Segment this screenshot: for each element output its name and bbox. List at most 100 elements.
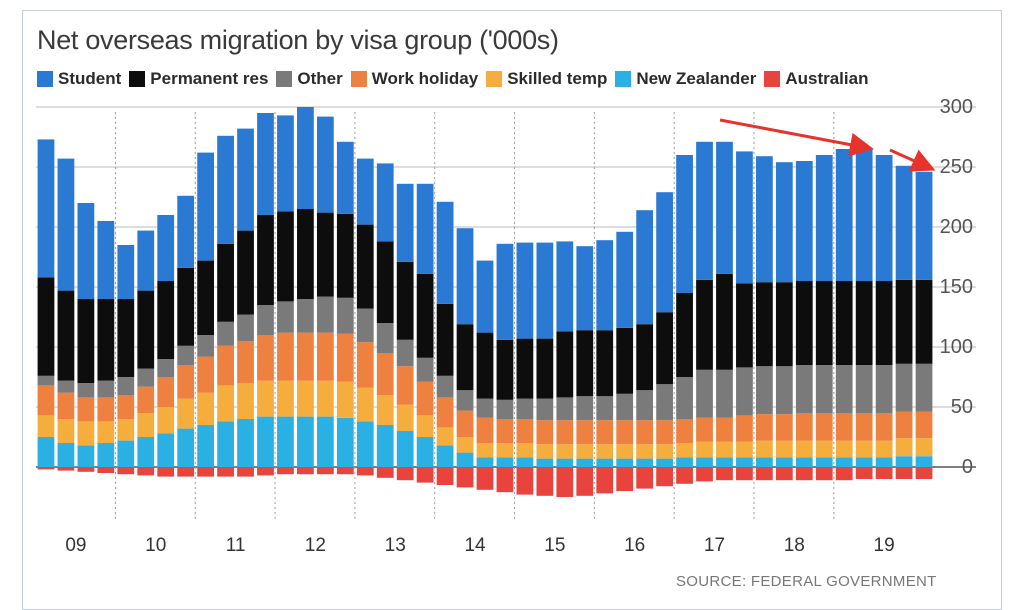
bar-student [37, 139, 55, 278]
bar-other [77, 383, 95, 398]
legend-label-australian: Australian [785, 69, 869, 88]
bar-work-holiday [696, 417, 713, 442]
bar-other [316, 296, 334, 333]
x-tick-label: 16 [624, 535, 645, 556]
bar-work-holiday [636, 420, 654, 445]
bar-student [416, 183, 434, 274]
bar-work-holiday [915, 411, 933, 439]
bar-australian [297, 467, 314, 475]
bar-permanent-res [197, 260, 215, 335]
bar-australian [476, 467, 494, 490]
bar-permanent-res [815, 281, 833, 365]
bar-skilled-temp [696, 441, 713, 458]
bar-permanent-res [336, 213, 354, 298]
bar-work-holiday [755, 414, 773, 441]
bar-australian [855, 467, 873, 479]
bar-skilled-temp [736, 441, 753, 458]
bar-new-zealander [855, 457, 873, 467]
legend-label-student: Student [58, 69, 122, 88]
bar-australian [376, 467, 394, 478]
bar-australian [815, 467, 833, 481]
bar-work-holiday [436, 397, 454, 428]
bar-work-holiday [476, 417, 494, 443]
bar-skilled-temp [516, 443, 534, 458]
bar-new-zealander [755, 457, 773, 467]
bar-australian [895, 467, 913, 479]
bar-australian [875, 467, 893, 479]
bar-australian [736, 467, 753, 481]
bar-permanent-res [576, 330, 594, 397]
legend-item-australian: Australian [764, 69, 868, 89]
bar-other [795, 365, 813, 413]
legend-swatch-work-holiday [350, 71, 367, 87]
bar-permanent-res [117, 299, 135, 377]
bar-student [556, 241, 574, 332]
bar-student [915, 171, 933, 280]
bar-new-zealander [895, 456, 913, 467]
bar-other [895, 363, 913, 412]
bar-new-zealander [696, 457, 713, 467]
bar-permanent-res [716, 273, 733, 370]
bar-australian [197, 467, 215, 477]
bar-other [716, 369, 733, 418]
bar-other [915, 363, 933, 412]
bar-work-holiday [496, 419, 514, 443]
bar-skilled-temp [416, 415, 434, 437]
bar-student [277, 115, 294, 212]
legend-item-permanent-res: Permanent res [129, 69, 268, 89]
bar-student [636, 210, 654, 325]
x-tick-label: 14 [464, 535, 486, 556]
bar-skilled-temp [277, 380, 294, 417]
bar-skilled-temp [57, 419, 75, 443]
legend-label-permanent-res: Permanent res [150, 69, 269, 88]
chart-source: SOURCE: FEDERAL GOVERNMENT [676, 573, 937, 590]
bar-other [97, 380, 115, 398]
chart-legend: Student Permanent res Other Work holiday Ski… [37, 69, 868, 89]
bar-other [137, 368, 155, 387]
bar-permanent-res [237, 230, 254, 315]
bar-student [217, 135, 234, 244]
bar-work-holiday [237, 341, 254, 383]
bar-student [97, 221, 115, 299]
bar-skilled-temp [616, 444, 634, 459]
chart-plot: 300 250 200 150 100 50 0 09 10 11 12 13 14 15 16 17 18 19 [36, 96, 976, 556]
bar-new-zealander [336, 417, 354, 467]
bar-new-zealander [596, 458, 614, 467]
bar-skilled-temp [596, 444, 614, 459]
x-tick-label: 09 [65, 535, 86, 556]
bar-work-holiday [356, 342, 374, 388]
bar-skilled-temp [157, 407, 175, 434]
bar-australian [117, 467, 135, 475]
bar-skilled-temp [835, 440, 853, 458]
bar-permanent-res [277, 211, 294, 302]
legend-label-other: Other [297, 69, 343, 88]
bar-australian [795, 467, 813, 481]
bar-other [875, 365, 893, 413]
bar-other [356, 308, 374, 343]
bar-work-holiday [736, 415, 753, 442]
bar-other [736, 367, 753, 416]
bar-skilled-temp [795, 440, 813, 458]
bar-student [755, 156, 773, 283]
bar-new-zealander [556, 458, 574, 467]
bar-new-zealander [656, 458, 673, 467]
bar-australian [536, 467, 554, 496]
bar-new-zealander [815, 457, 833, 467]
bar-permanent-res [636, 324, 654, 391]
bar-permanent-res [775, 282, 793, 367]
legend-swatch-skilled-temp [486, 71, 503, 87]
bar-student [316, 116, 334, 213]
legend-swatch-new-zealander [615, 71, 632, 87]
bar-australian [436, 467, 454, 485]
bar-australian [596, 467, 614, 494]
bar-australian [456, 467, 474, 488]
bar-new-zealander [37, 437, 55, 467]
bar-permanent-res [297, 209, 314, 299]
bar-other [636, 390, 654, 421]
bar-skilled-temp [117, 419, 135, 441]
bar-permanent-res [436, 303, 454, 376]
annotation-arrow [889, 148, 936, 172]
bar-new-zealander [835, 457, 853, 467]
bar-other [656, 384, 673, 421]
bar-skilled-temp [37, 415, 55, 437]
